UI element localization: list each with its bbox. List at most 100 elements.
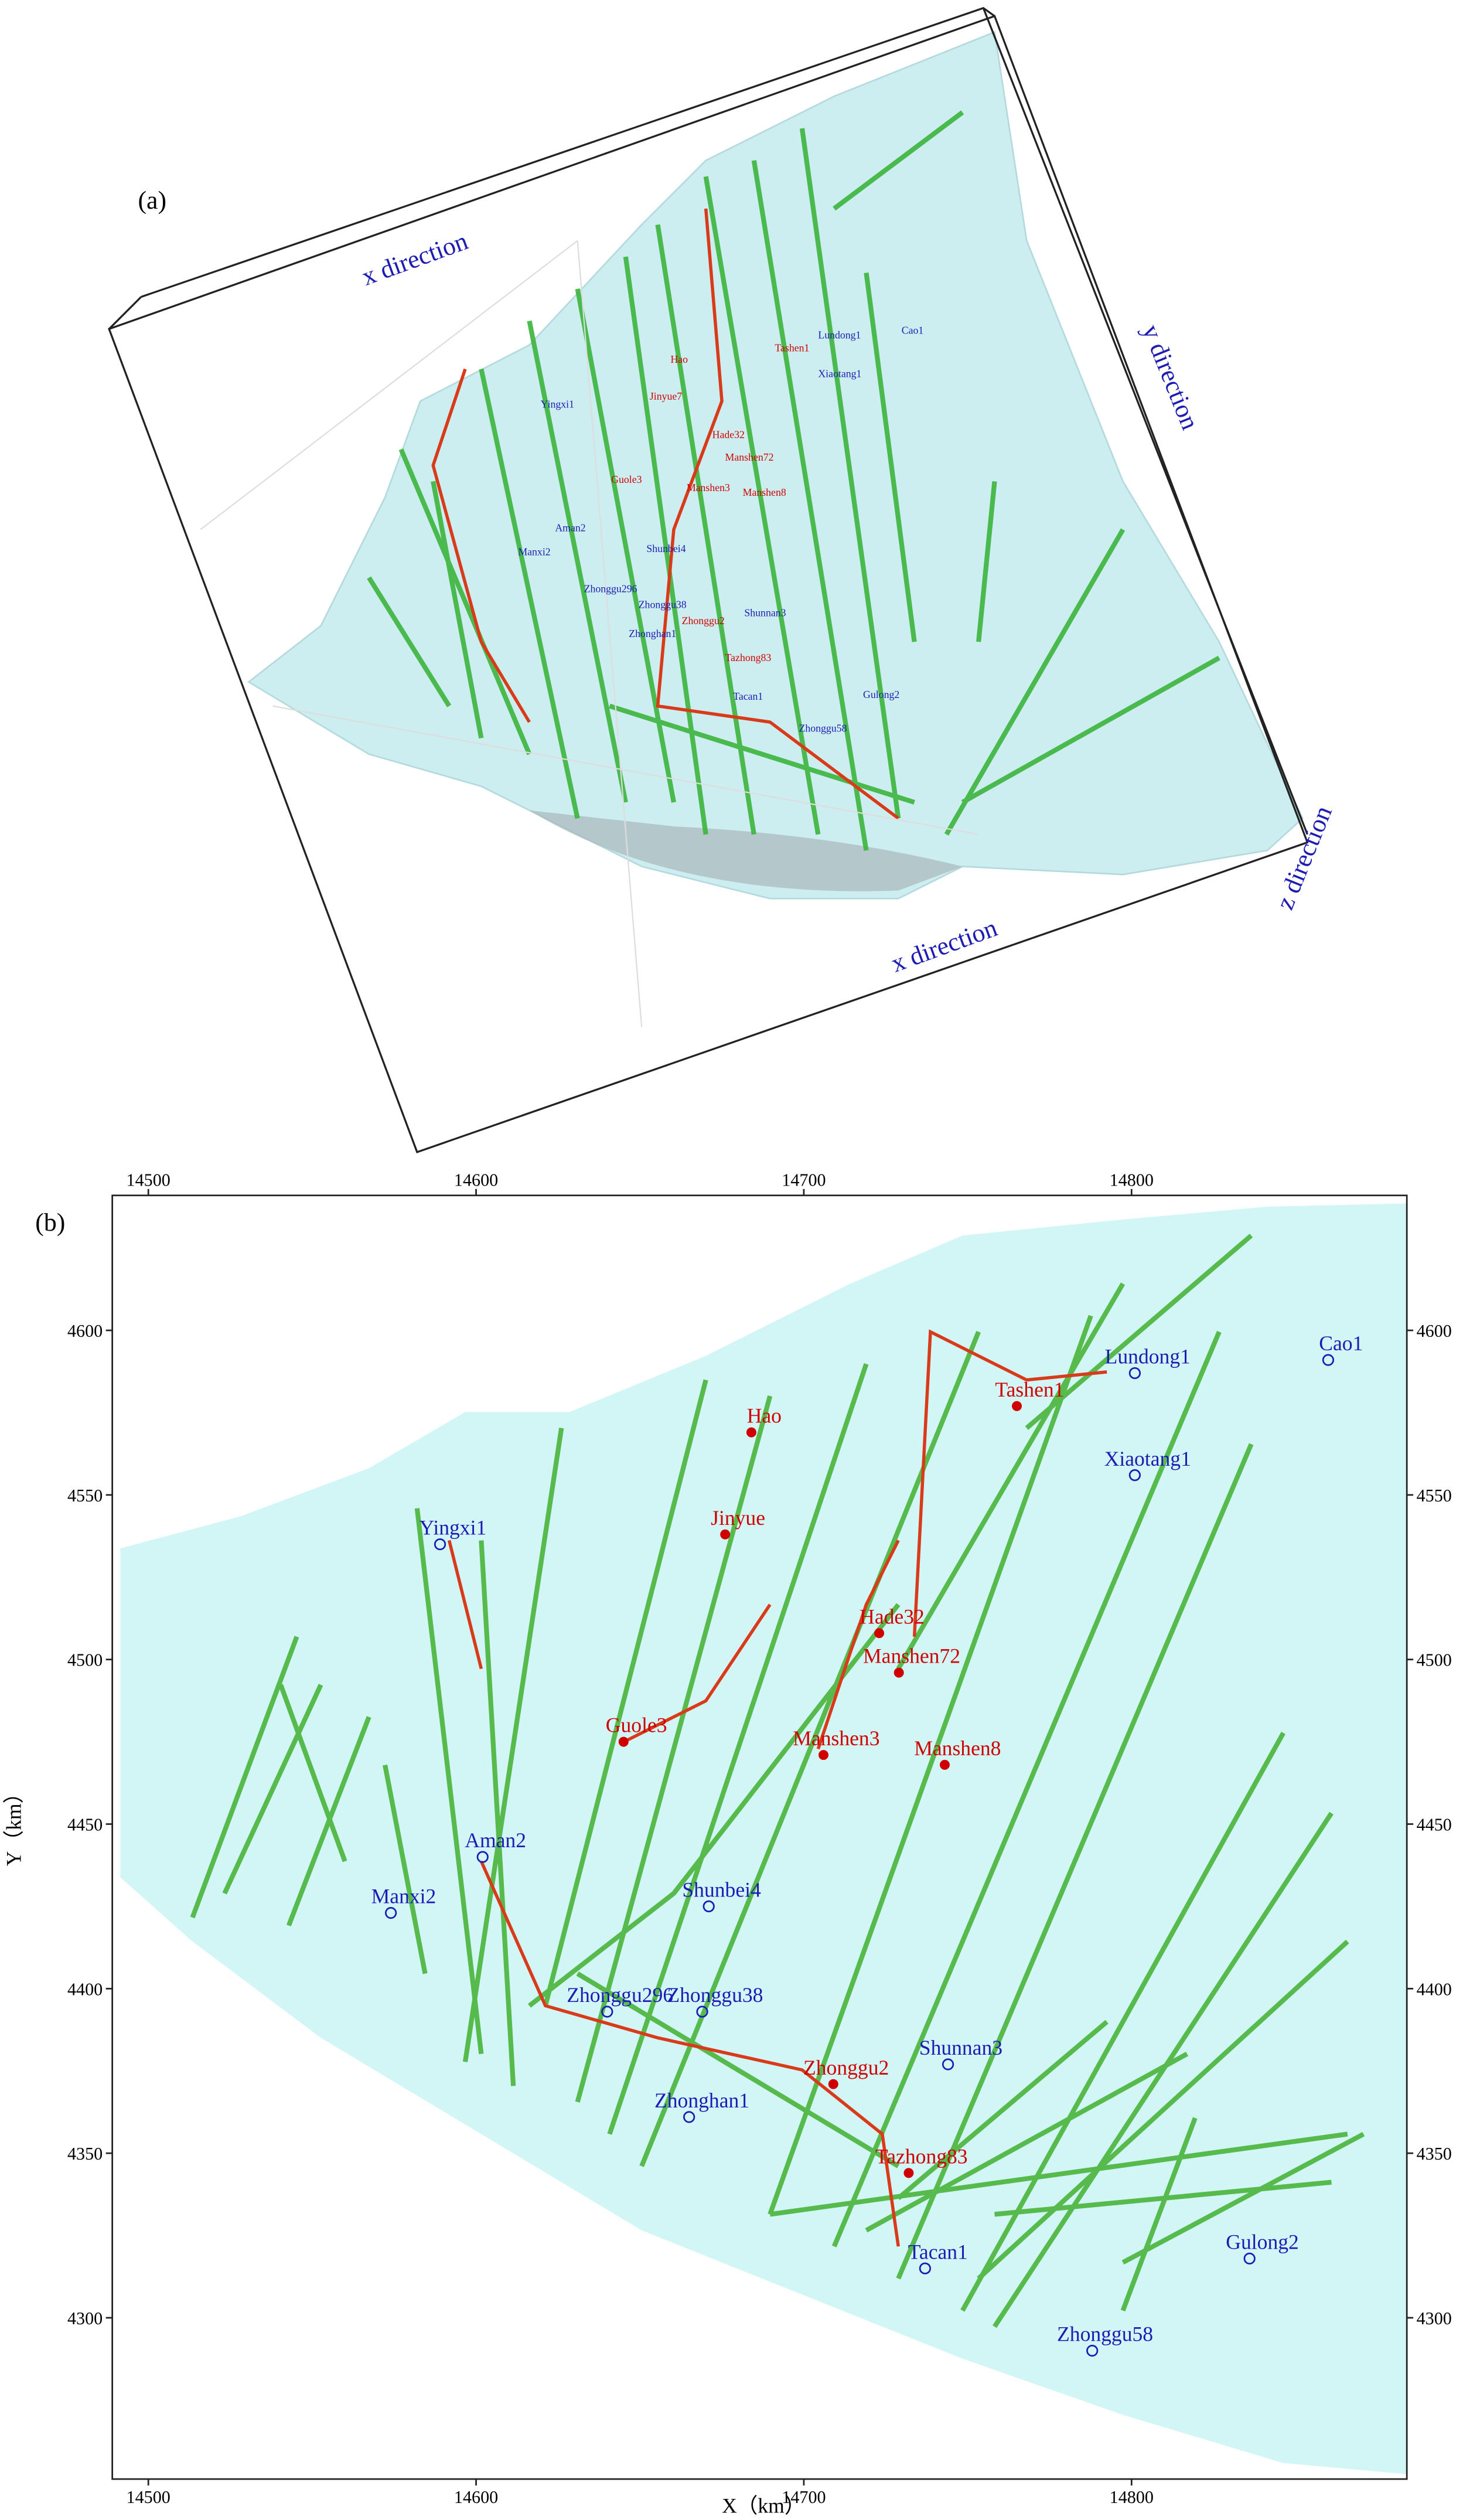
well-label: Tashen1 — [775, 342, 809, 354]
well-label: Shunnan3 — [919, 2036, 1002, 2059]
well-label: Xiaotang1 — [818, 367, 861, 379]
well-marker — [939, 1759, 950, 1770]
plot-frame — [111, 1194, 1408, 2480]
well-marker — [819, 1750, 828, 1760]
x-tick-label: 14600 — [454, 1170, 498, 1190]
terrain-relief — [529, 810, 963, 891]
x-tick-label: 14600 — [454, 2487, 498, 2507]
box-grid — [200, 240, 979, 1027]
well-marker — [746, 1427, 756, 1438]
well-label: Hade32 — [712, 428, 745, 440]
y-tick-label: 4350 — [67, 2144, 103, 2164]
terrain-surface — [247, 30, 1304, 900]
well-label: Tacan1 — [733, 690, 763, 702]
well-label: Hade32 — [860, 1605, 925, 1628]
well-label: Zhonggu296 — [567, 1983, 673, 2007]
panel-b: (b) Y（km） X（km） 14500 14500 14600 14600 1470… — [2, 1170, 1452, 2517]
well-marker — [618, 1736, 629, 1747]
y-tick-label: 4550 — [1417, 1486, 1452, 1506]
fault-traces-red — [431, 208, 899, 820]
y-tick-label: 4300 — [1417, 2308, 1452, 2328]
well-label: Jinyue7 — [650, 390, 682, 402]
well-label: Hao — [670, 353, 688, 365]
y-tick-label: 4400 — [1417, 1979, 1452, 1999]
well-label: Tacan1 — [908, 2240, 968, 2263]
panel-a: (a) x direction y direction z direction … — [108, 6, 1338, 1153]
well-marker — [1322, 1354, 1335, 1366]
fault-traces — [190, 1234, 1365, 2328]
y-tick-label: 4400 — [67, 1979, 103, 1999]
well-label: Aman2 — [555, 522, 585, 533]
well-label: Zhonggu38 — [667, 1983, 763, 2007]
well-label: Manshen3 — [687, 482, 730, 493]
well-label: Shunbei4 — [682, 1878, 761, 1901]
well-label: Manxi2 — [518, 546, 550, 557]
well-marker — [1012, 1401, 1022, 1411]
well-label: Guole3 — [606, 1714, 667, 1737]
x-tick-label: 14500 — [127, 2487, 170, 2507]
well-label: Tashen1 — [995, 1378, 1064, 1401]
well-marker — [1243, 2252, 1256, 2264]
well-label: Manxi2 — [371, 1885, 436, 1908]
well-marker — [434, 1538, 446, 1551]
x-tick-label: 14800 — [1110, 1170, 1154, 1190]
well-label: Zhonggu2 — [682, 615, 725, 626]
y-tick-label: 4300 — [67, 2308, 103, 2328]
well-label: Gulong2 — [1226, 2230, 1299, 2253]
fault-traces — [367, 110, 1220, 851]
well-label: Zhonghan1 — [654, 2089, 749, 2112]
well-marker — [720, 1529, 731, 1540]
well-label: Cao1 — [1319, 1331, 1363, 1355]
x-tick-label: 14700 — [782, 1170, 826, 1190]
well-label: Manshen72 — [725, 451, 774, 463]
well-marker — [1086, 2344, 1099, 2357]
basin-area — [120, 1203, 1407, 2474]
y-tick-label: 4500 — [67, 1650, 103, 1670]
well-label: Shunnan3 — [744, 607, 786, 618]
y-tick-label: 4450 — [1417, 1814, 1452, 1834]
well-marker — [942, 2058, 954, 2071]
well-label: Zhonggu296 — [584, 583, 637, 594]
y-axis-label: Y（km） — [2, 1783, 26, 1866]
well-marker — [828, 2079, 838, 2089]
well-label: Manshen8 — [914, 1736, 1001, 1760]
panel-label: (b) — [35, 1208, 65, 1237]
well-label: Gulong2 — [863, 689, 899, 700]
well-label: Lundong1 — [818, 329, 861, 341]
well-marker — [476, 1851, 489, 1863]
x-tick-label: 14500 — [127, 1170, 170, 1190]
well-label: Zhonghan1 — [629, 628, 676, 639]
x-tick-label: 14700 — [782, 2487, 826, 2507]
well-label: Shunbei4 — [646, 543, 686, 554]
well-marker — [384, 1907, 397, 1919]
y-tick-label: 4600 — [1417, 1321, 1452, 1341]
well-label: Yingxi1 — [420, 1516, 487, 1540]
well-label: Yingxi1 — [541, 398, 574, 410]
well-marker — [894, 1667, 904, 1678]
well-label: Manshen3 — [793, 1726, 879, 1750]
panel-label: (a) — [138, 186, 166, 214]
well-marker — [919, 2262, 932, 2274]
y-tick-label: 4500 — [1417, 1650, 1452, 1670]
panel-a-wells: Lundong1 Cao1 Xiaotang1 Tashen1 Hao Ying… — [518, 325, 923, 734]
well-label: Zhonggu2 — [803, 2056, 889, 2079]
x-axis-label: X（km） — [722, 2494, 805, 2518]
well-marker — [601, 2005, 613, 2018]
bounding-box — [108, 6, 1309, 1153]
well-label: Zhonggu58 — [799, 723, 847, 734]
axis-label: x direction — [358, 227, 472, 291]
y-tick-label: 4550 — [67, 1486, 103, 1506]
well-label: Xiaotang1 — [1104, 1447, 1191, 1470]
well-label: Zhonggu58 — [1057, 2323, 1153, 2346]
fault-traces-red — [447, 1329, 1107, 2247]
well-label: Cao1 — [902, 325, 924, 336]
well-label: Tazhong83 — [875, 2144, 968, 2168]
well-label: Guole3 — [611, 474, 642, 485]
well-marker — [1128, 1367, 1141, 1380]
well-label: Manshen8 — [743, 486, 786, 498]
well-marker — [683, 2111, 695, 2123]
y-tick-label: 4450 — [67, 1814, 103, 1834]
well-marker — [903, 2168, 914, 2178]
well-label: Manshen72 — [863, 1644, 960, 1668]
